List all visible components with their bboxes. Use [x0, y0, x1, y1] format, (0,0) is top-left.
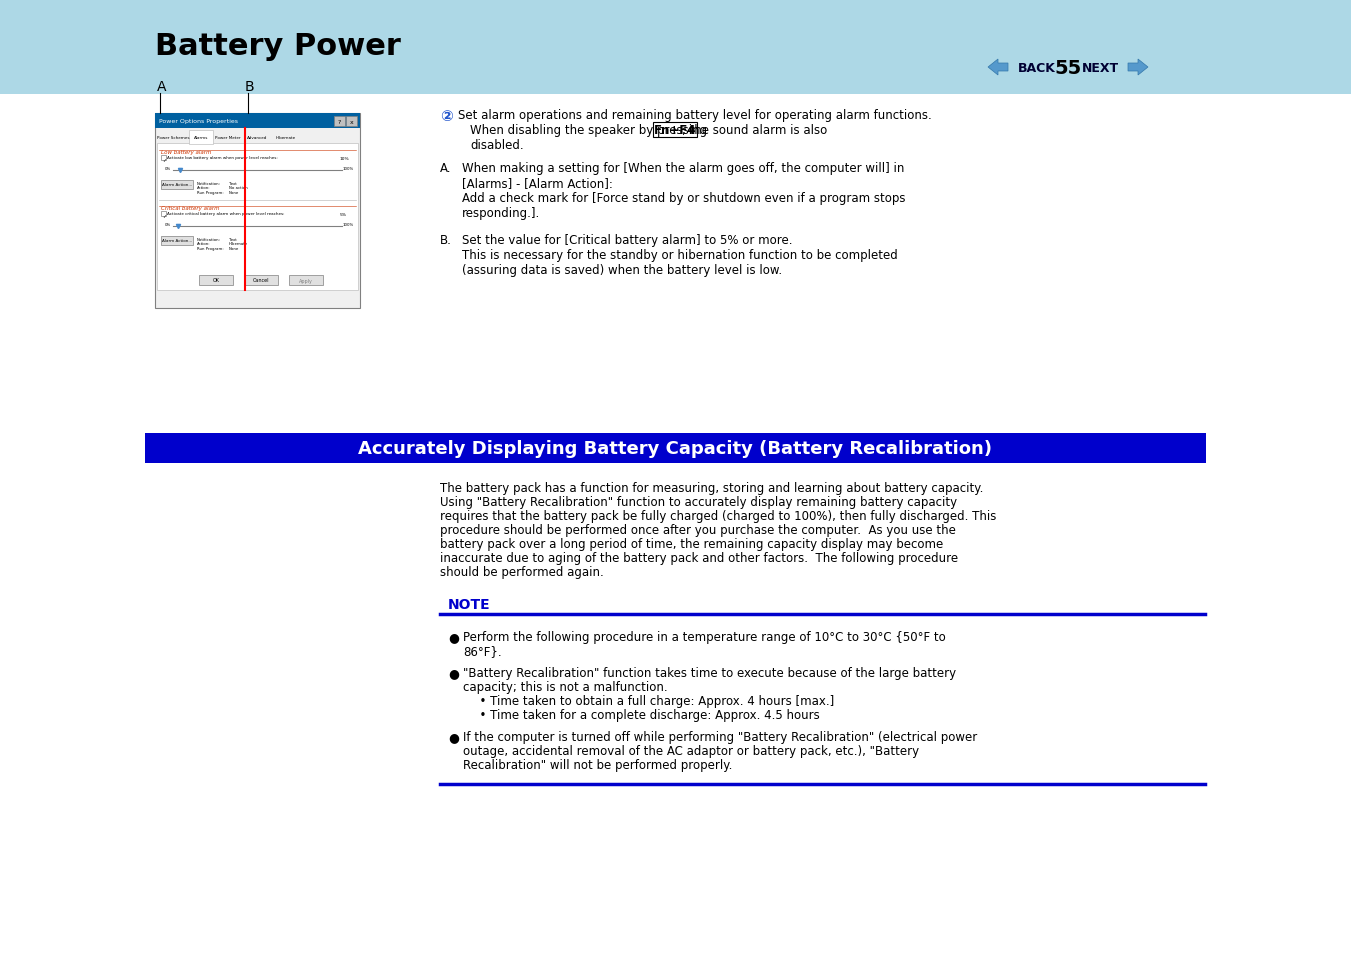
- Text: NOTE: NOTE: [449, 598, 490, 612]
- Text: Apply: Apply: [299, 278, 313, 283]
- Text: Add a check mark for [Force stand by or shutdown even if a program stops: Add a check mark for [Force stand by or …: [462, 192, 905, 205]
- Text: None: None: [230, 191, 239, 194]
- Bar: [161, 181, 193, 190]
- Text: When disabling the speaker by pressing: When disabling the speaker by pressing: [470, 124, 711, 137]
- Polygon shape: [988, 60, 1008, 76]
- Text: Hibernate: Hibernate: [276, 136, 296, 140]
- Text: Recalibration" will not be performed properly.: Recalibration" will not be performed pro…: [463, 759, 732, 771]
- Bar: [289, 275, 323, 286]
- Bar: [155, 113, 359, 129]
- Text: B: B: [245, 80, 254, 94]
- Text: 86°F}.: 86°F}.: [463, 644, 501, 658]
- Text: Set alarm operations and remaining battery level for operating alarm functions.: Set alarm operations and remaining batte…: [458, 109, 932, 122]
- Text: (assuring data is saved) when the battery level is low.: (assuring data is saved) when the batter…: [462, 264, 782, 276]
- Text: Accurately Displaying Battery Capacity (Battery Recalibration): Accurately Displaying Battery Capacity (…: [358, 439, 993, 457]
- Text: Activate low battery alarm when power level reaches:: Activate low battery alarm when power le…: [168, 156, 278, 160]
- Text: Hibernate: Hibernate: [230, 242, 249, 246]
- Text: requires that the battery pack be fully charged (charged to 100%), then fully di: requires that the battery pack be fully …: [440, 510, 997, 522]
- Text: Fn+F4: Fn+F4: [654, 124, 697, 137]
- Bar: [346, 117, 357, 127]
- Text: Battery Power: Battery Power: [155, 32, 401, 61]
- Text: Action:: Action:: [197, 242, 211, 246]
- Text: Text: Text: [230, 237, 236, 242]
- Text: Action:: Action:: [197, 186, 211, 190]
- Text: If the computer is turned off while performing "Battery Recalibration" (electric: If the computer is turned off while perf…: [463, 730, 977, 743]
- Text: inaccurate due to aging of the battery pack and other factors.  The following pr: inaccurate due to aging of the battery p…: [440, 552, 958, 564]
- Text: 55: 55: [1054, 58, 1082, 77]
- Polygon shape: [1128, 60, 1148, 76]
- Text: procedure should be performed once after you purchase the computer.  As you use : procedure should be performed once after…: [440, 523, 957, 537]
- Text: Alarms: Alarms: [193, 136, 208, 140]
- Text: Perform the following procedure in a temperature range of 10°C to 30°C {50°F to: Perform the following procedure in a tem…: [463, 630, 946, 643]
- Text: 100%: 100%: [343, 223, 354, 227]
- Text: ●: ●: [449, 630, 459, 643]
- Text: • Time taken to obtain a full charge: Approx. 4 hours [max.]: • Time taken to obtain a full charge: Ap…: [471, 695, 835, 707]
- Text: • Time taken for a complete discharge: Approx. 4.5 hours: • Time taken for a complete discharge: A…: [471, 708, 820, 721]
- Text: No action: No action: [230, 186, 247, 190]
- Bar: [0, 0, 1351, 95]
- Text: Critical battery alarm: Critical battery alarm: [161, 206, 219, 211]
- Text: ②: ②: [440, 109, 453, 124]
- Text: Text: Text: [230, 182, 236, 186]
- Bar: [155, 113, 359, 309]
- Bar: [189, 131, 213, 145]
- Text: ?: ?: [338, 119, 342, 125]
- Text: "Battery Recalibration" function takes time to execute because of the large batt: "Battery Recalibration" function takes t…: [463, 666, 957, 679]
- Text: outage, accidental removal of the AC adaptor or battery pack, etc.), "Battery: outage, accidental removal of the AC ada…: [463, 744, 919, 758]
- Text: When making a setting for [When the alarm goes off, the computer will] in: When making a setting for [When the alar…: [462, 162, 904, 174]
- Text: A: A: [157, 80, 166, 94]
- Text: 0%: 0%: [165, 223, 172, 227]
- Text: ✓: ✓: [162, 157, 166, 162]
- Text: A.: A.: [440, 162, 451, 174]
- Text: 5%: 5%: [340, 213, 347, 216]
- Bar: [161, 236, 193, 246]
- Text: B.: B.: [440, 233, 451, 247]
- Text: BACK: BACK: [1019, 61, 1056, 74]
- Text: responding.].: responding.].: [462, 207, 540, 220]
- Text: Advanced: Advanced: [247, 136, 267, 140]
- Bar: [161, 156, 166, 161]
- Text: Power Schemes: Power Schemes: [157, 136, 189, 140]
- Text: disabled.: disabled.: [470, 139, 524, 152]
- Text: ●: ●: [449, 730, 459, 743]
- Text: None: None: [230, 247, 239, 251]
- Text: ●: ●: [449, 666, 459, 679]
- Text: Power Meter: Power Meter: [215, 136, 240, 140]
- Text: [Alarms] - [Alarm Action]:: [Alarms] - [Alarm Action]:: [462, 177, 613, 190]
- Text: x: x: [350, 119, 354, 125]
- Text: Using "Battery Recalibration" function to accurately display remaining battery c: Using "Battery Recalibration" function t…: [440, 496, 957, 509]
- Text: Notification:: Notification:: [197, 237, 220, 242]
- Text: capacity; this is not a malfunction.: capacity; this is not a malfunction.: [463, 680, 667, 693]
- Bar: [145, 434, 1206, 463]
- Text: OK: OK: [212, 278, 219, 283]
- Text: should be performed again.: should be performed again.: [440, 565, 604, 578]
- Bar: [245, 275, 278, 286]
- Text: Low battery alarm: Low battery alarm: [161, 150, 211, 154]
- Text: 100%: 100%: [343, 167, 354, 171]
- Text: Run Program:: Run Program:: [197, 247, 224, 251]
- Text: This is necessary for the standby or hibernation function to be completed: This is necessary for the standby or hib…: [462, 249, 898, 262]
- Bar: [157, 144, 358, 291]
- Text: Activate critical battery alarm when power level reaches:: Activate critical battery alarm when pow…: [168, 213, 285, 216]
- Bar: [334, 117, 345, 127]
- Text: Power Options Properties: Power Options Properties: [159, 118, 238, 123]
- Text: Notification:: Notification:: [197, 182, 220, 186]
- Text: The battery pack has a function for measuring, storing and learning about batter: The battery pack has a function for meas…: [440, 481, 984, 495]
- Text: Run Program:: Run Program:: [197, 191, 224, 194]
- Text: battery pack over a long period of time, the remaining capacity display may beco: battery pack over a long period of time,…: [440, 537, 943, 551]
- Text: 0%: 0%: [165, 167, 172, 171]
- Text: , the sound alarm is also: , the sound alarm is also: [682, 124, 827, 137]
- Bar: [199, 275, 232, 286]
- Text: 10%: 10%: [340, 156, 350, 160]
- Text: Cancel: Cancel: [253, 278, 269, 283]
- Text: ✓: ✓: [162, 213, 166, 218]
- Text: Set the value for [Critical battery alarm] to 5% or more.: Set the value for [Critical battery alar…: [462, 233, 793, 247]
- Text: NEXT: NEXT: [1082, 61, 1119, 74]
- Bar: [161, 212, 166, 216]
- Text: Alarm Action...: Alarm Action...: [162, 183, 192, 187]
- Text: Alarm Action...: Alarm Action...: [162, 239, 192, 243]
